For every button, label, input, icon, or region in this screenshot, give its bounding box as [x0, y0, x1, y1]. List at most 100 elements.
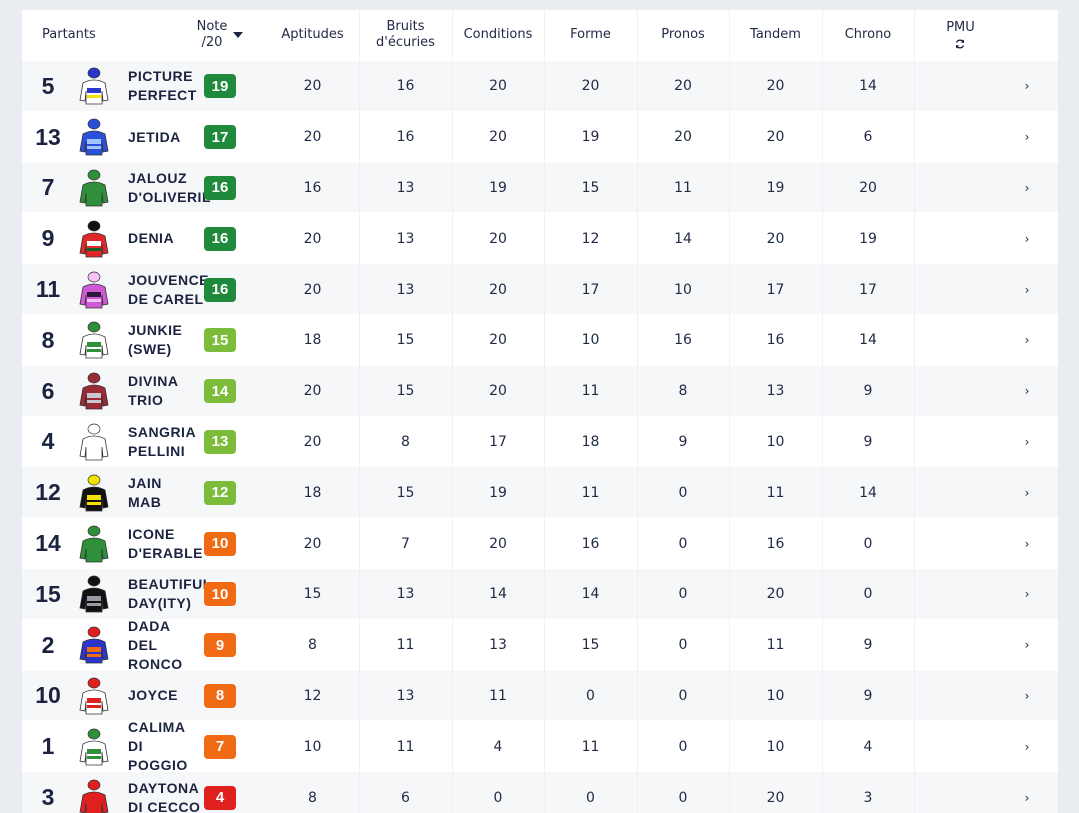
- aptitudes-score: 12: [266, 670, 360, 722]
- table-row[interactable]: 10 JOYCE 8 12 13 11 0 0 10 9 ›: [22, 669, 1058, 722]
- note-badge: 12: [204, 480, 236, 505]
- table-row[interactable]: 9 DENIA 16 20 13 20 12 14 20 19 ›: [22, 212, 1058, 265]
- note-cell: 19: [200, 61, 240, 112]
- horse-name[interactable]: JALOUZ D'OLIVERIL: [128, 169, 211, 205]
- horse-name[interactable]: JOUVENCE DE CAREL: [128, 271, 210, 307]
- jockey-silk-icon: [74, 315, 114, 366]
- note-cell: 12: [200, 467, 240, 518]
- row-chevron-right-icon[interactable]: ›: [1024, 790, 1030, 805]
- row-chevron-right-icon[interactable]: ›: [1024, 130, 1030, 145]
- horse-name[interactable]: CALIMA DI POGGIO: [128, 719, 188, 774]
- table-row[interactable]: 15 BEAUTIFUL DAY(ITY) 10 15 13 14 14 0 20 0 ›: [22, 568, 1058, 620]
- table-row[interactable]: 12 JAIN MAB 12 18 15 19 11 0 11 14 ›: [22, 466, 1058, 519]
- tandem-score: 20: [729, 213, 823, 265]
- chrono-score: 3: [822, 772, 915, 813]
- header-pronos[interactable]: Pronos: [637, 10, 730, 60]
- row-chevron-right-icon[interactable]: ›: [1024, 638, 1030, 653]
- aptitudes-score: 20: [266, 365, 360, 417]
- conditions-score: 0: [452, 772, 545, 813]
- bruits-score: 15: [359, 467, 453, 519]
- note-cell: 14: [200, 366, 240, 417]
- row-chevron-right-icon[interactable]: ›: [1024, 485, 1030, 500]
- horse-name[interactable]: DAYTONA DI CECCO: [128, 779, 201, 813]
- note-badge: 17: [204, 125, 236, 150]
- row-chevron-right-icon[interactable]: ›: [1024, 688, 1030, 703]
- note-badge: 15: [204, 328, 236, 353]
- jockey-silk-icon: [74, 772, 114, 813]
- horse-number: 2: [41, 631, 55, 658]
- pronos-score: 0: [637, 670, 730, 722]
- pronos-score: 10: [637, 264, 730, 315]
- row-chevron-right-icon[interactable]: ›: [1024, 384, 1030, 399]
- horse-name[interactable]: DADA DEL RONCO: [128, 617, 183, 672]
- table-row[interactable]: 8 JUNKIE (SWE) 15 18 15 20 10 16 16 14 ›: [22, 314, 1058, 366]
- horse-name[interactable]: PICTURE PERFECT: [128, 68, 197, 104]
- bruits-score: 16: [359, 61, 453, 112]
- row-chevron-right-icon[interactable]: ›: [1024, 180, 1030, 195]
- table-row[interactable]: 2 DADA DEL RONCO 9 8 11 13 15 0 11 9 ›: [22, 617, 1058, 672]
- forme-score: 0: [544, 670, 638, 722]
- forme-score: 15: [544, 619, 638, 671]
- header-forme[interactable]: Forme: [544, 10, 638, 60]
- header-tandem[interactable]: Tandem: [729, 10, 823, 60]
- tandem-score: 13: [729, 365, 823, 417]
- bruits-score: 13: [359, 569, 453, 620]
- table-row[interactable]: 1 CALIMA DI POGGIO 7 10 11 4 11 0 10 4 ›: [22, 719, 1058, 774]
- horse-number: 15: [35, 580, 61, 607]
- table-row[interactable]: 4 SANGRIA PELLINI 13 20 8 17 18 9 10 9 ›: [22, 415, 1058, 468]
- table-row[interactable]: 7 JALOUZ D'OLIVERIL 16 16 13 19 15 11 19 20 ›: [22, 161, 1058, 214]
- header-note[interactable]: Note /20: [174, 10, 266, 60]
- header-bruits[interactable]: Bruits d'écuries: [359, 10, 453, 60]
- horse-name[interactable]: JOYCE: [128, 687, 178, 704]
- horse-name[interactable]: DIVINA TRIO: [128, 373, 179, 409]
- conditions-score: 19: [452, 162, 545, 214]
- refresh-icon[interactable]: [954, 38, 966, 50]
- row-chevron-right-icon[interactable]: ›: [1024, 739, 1030, 754]
- row-chevron-right-icon[interactable]: ›: [1024, 587, 1030, 602]
- header-pmu[interactable]: PMU: [914, 10, 1007, 60]
- horse-number: 13: [35, 123, 61, 150]
- tandem-score: 19: [729, 162, 823, 214]
- jockey-silk-icon: [74, 417, 114, 468]
- horse-name[interactable]: JUNKIE (SWE): [128, 322, 183, 358]
- horse-name[interactable]: ICONE D'ERABLE: [128, 525, 203, 561]
- horse-name[interactable]: JAIN MAB: [128, 474, 162, 510]
- table-row[interactable]: 14 ICONE D'ERABLE 10 20 7 20 16 0 16 0 ›: [22, 517, 1058, 569]
- note-badge: 14: [204, 379, 236, 404]
- note-cell: 10: [200, 569, 240, 620]
- table-row[interactable]: 3 DAYTONA DI CECCO 4 8 6 0 0 0 20 3 ›: [22, 771, 1058, 813]
- horse-name[interactable]: SANGRIA PELLINI: [128, 423, 197, 459]
- horse-name[interactable]: DENIA: [128, 230, 175, 247]
- chrono-score: 14: [822, 467, 915, 519]
- note-cell: 4: [200, 772, 240, 813]
- aptitudes-score: 15: [266, 569, 360, 620]
- note-cell: 17: [200, 112, 240, 163]
- row-chevron-right-icon[interactable]: ›: [1024, 434, 1030, 449]
- aptitudes-score: 20: [266, 518, 360, 569]
- table-row[interactable]: 11 JOUVENCE DE CAREL 16 20 13 20 17 10 17 17 ›: [22, 263, 1058, 315]
- header-aptitudes[interactable]: Aptitudes: [266, 10, 360, 60]
- forme-score: 20: [544, 61, 638, 112]
- row-chevron-right-icon[interactable]: ›: [1024, 79, 1030, 94]
- header-conditions[interactable]: Conditions: [452, 10, 545, 60]
- row-chevron-right-icon[interactable]: ›: [1024, 282, 1030, 297]
- aptitudes-score: 18: [266, 467, 360, 519]
- horse-name[interactable]: BEAUTIFUL DAY(ITY): [128, 576, 212, 612]
- note-badge: 13: [204, 429, 236, 454]
- tandem-score: 10: [729, 721, 823, 773]
- conditions-score: 14: [452, 569, 545, 620]
- sort-down-icon[interactable]: [233, 32, 244, 38]
- table-row[interactable]: 13 JETIDA 17 20 16 20 19 20 20 6 ›: [22, 110, 1058, 163]
- row-chevron-right-icon[interactable]: ›: [1024, 536, 1030, 551]
- row-chevron-right-icon[interactable]: ›: [1024, 231, 1030, 246]
- horse-name[interactable]: JETIDA: [128, 128, 181, 145]
- table-row[interactable]: 6 DIVINA TRIO 14 20 15 20 11 8 13 9 ›: [22, 364, 1058, 417]
- row-chevron-right-icon[interactable]: ›: [1024, 333, 1030, 348]
- header-partants[interactable]: Partants: [42, 27, 96, 42]
- note-badge: 4: [204, 785, 236, 810]
- table-row[interactable]: 5 PICTURE PERFECT 19 20 16 20 20 20 20 14 ›: [22, 60, 1058, 112]
- aptitudes-score: 18: [266, 315, 360, 366]
- header-chrono[interactable]: Chrono: [822, 10, 915, 60]
- forme-score: 16: [544, 518, 638, 569]
- pronos-score: 0: [637, 772, 730, 813]
